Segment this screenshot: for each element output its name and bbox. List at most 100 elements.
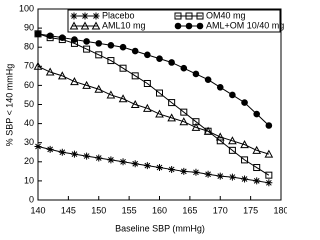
marker [240, 140, 249, 149]
marker [156, 164, 163, 172]
y-tick-label: 50 [24, 99, 34, 109]
marker [58, 148, 66, 156]
marker [265, 122, 273, 129]
marker [216, 84, 224, 91]
y-tick-label: 30 [24, 137, 34, 147]
marker [155, 109, 164, 118]
marker [241, 99, 248, 106]
marker [69, 21, 79, 30]
marker [130, 99, 140, 108]
marker [265, 179, 273, 187]
marker [107, 156, 115, 164]
marker [70, 77, 79, 86]
marker [168, 59, 175, 66]
x-tick-label: 175 [243, 205, 258, 215]
marker [196, 12, 204, 20]
marker [264, 149, 274, 158]
marker [45, 67, 55, 76]
marker [131, 47, 139, 55]
marker [94, 84, 104, 93]
chart: % SBP < 140 mmHg Baseline SBP (mmHg) 0 10… [4, 3, 287, 233]
marker [204, 170, 212, 178]
marker [131, 72, 139, 80]
marker [80, 21, 90, 30]
marker [33, 61, 43, 70]
marker [216, 172, 224, 180]
y-tick-label: 0 [29, 194, 34, 204]
marker [192, 168, 200, 176]
y-tick-label: 40 [24, 118, 34, 128]
marker [156, 55, 163, 62]
marker [180, 64, 188, 72]
marker [203, 126, 213, 135]
x-tick-label: 170 [213, 205, 228, 215]
y-tick-label: 100 [19, 3, 34, 13]
series-line [37, 33, 270, 176]
y-tick-label: 20 [24, 156, 34, 166]
marker [59, 34, 66, 41]
x-tick-label: 180 [273, 205, 287, 215]
marker [253, 164, 261, 172]
marker [143, 79, 151, 87]
x-tick-label: 155 [122, 205, 137, 215]
x-tick-label: 140 [30, 205, 45, 215]
marker [174, 12, 182, 20]
marker [71, 36, 78, 43]
x-tick-label: 145 [61, 205, 76, 215]
legend-label: Placebo [102, 10, 135, 20]
marker [107, 57, 115, 65]
marker [34, 143, 42, 151]
marker [216, 137, 224, 145]
marker [95, 154, 103, 162]
marker [196, 22, 204, 30]
marker [106, 90, 116, 99]
y-tick-label: 10 [24, 175, 34, 185]
marker [180, 108, 188, 116]
y-tick-label: 90 [24, 22, 34, 32]
marker [156, 89, 163, 97]
x-axis-label: Baseline SBP (mmHg) [115, 223, 205, 233]
marker [228, 173, 236, 181]
marker [228, 136, 237, 145]
marker [143, 103, 152, 112]
marker [82, 80, 91, 89]
marker [46, 32, 54, 40]
marker [144, 51, 151, 59]
marker [204, 76, 212, 83]
marker [168, 165, 176, 173]
marker [83, 45, 91, 53]
marker [180, 167, 188, 175]
marker [91, 21, 101, 30]
marker [143, 162, 151, 170]
legend-label: AML10 mg [102, 20, 146, 30]
marker [83, 38, 90, 45]
legend-box [67, 9, 281, 33]
marker [179, 117, 189, 126]
marker [119, 64, 127, 72]
marker [118, 94, 128, 103]
marker [95, 40, 103, 47]
x-tick-label: 160 [152, 205, 167, 215]
marker [46, 145, 54, 153]
marker [252, 145, 262, 154]
marker [95, 51, 103, 59]
y-tick-label: 80 [24, 42, 34, 52]
marker [253, 177, 261, 185]
marker [107, 41, 115, 49]
marker [185, 12, 193, 20]
y-tick-label: 60 [24, 80, 34, 90]
marker [57, 71, 67, 80]
marker [34, 30, 42, 38]
legend-label: OM40 mg [206, 10, 246, 20]
legend-label: AML+OM 10/40 mg [206, 20, 284, 30]
marker [253, 110, 260, 118]
marker [168, 99, 176, 107]
marker [265, 171, 273, 179]
y-axis-label: % SBP < 140 mmHg [4, 64, 14, 147]
marker [92, 12, 100, 20]
marker [229, 91, 236, 99]
y-tick-label: 70 [24, 61, 34, 71]
marker [119, 43, 127, 51]
marker [241, 156, 249, 164]
marker [81, 12, 89, 20]
